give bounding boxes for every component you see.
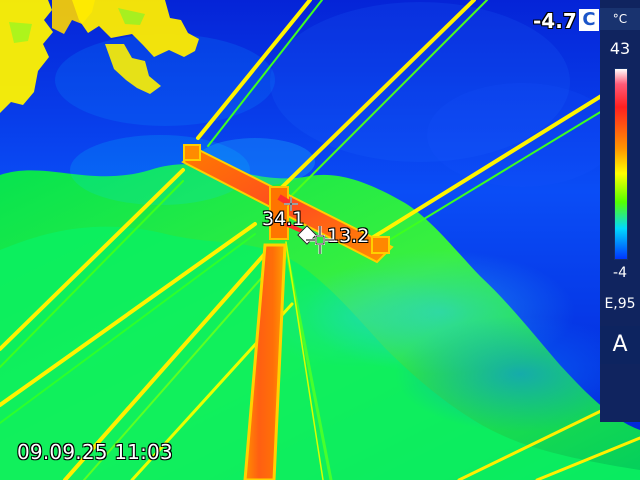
temperature-unit-badge: C — [579, 9, 599, 31]
spot-temperature-2: 13.2 — [327, 225, 370, 247]
temperature-scale-panel: °C 43 -4 E,95 A — [600, 0, 640, 422]
scale-max-value: 43 — [609, 39, 631, 58]
utility-pole — [181, 144, 394, 480]
foliage-hotspot — [0, 0, 199, 113]
scale-min-value: -4 — [613, 265, 627, 281]
hot-spot-marker-icon — [284, 197, 298, 211]
scale-unit-label: °C — [600, 8, 640, 30]
camera-mode-indicator: A — [600, 326, 640, 364]
capture-timestamp: 09.09.25 11:03 — [17, 440, 173, 464]
temperature-color-scale — [614, 68, 628, 260]
spot-temperature-1: 34.1 — [262, 208, 305, 230]
current-temperature-value: -4.7 — [533, 9, 577, 33]
emissivity-value: E,95 — [604, 296, 636, 312]
crosshair-icon — [306, 226, 334, 254]
